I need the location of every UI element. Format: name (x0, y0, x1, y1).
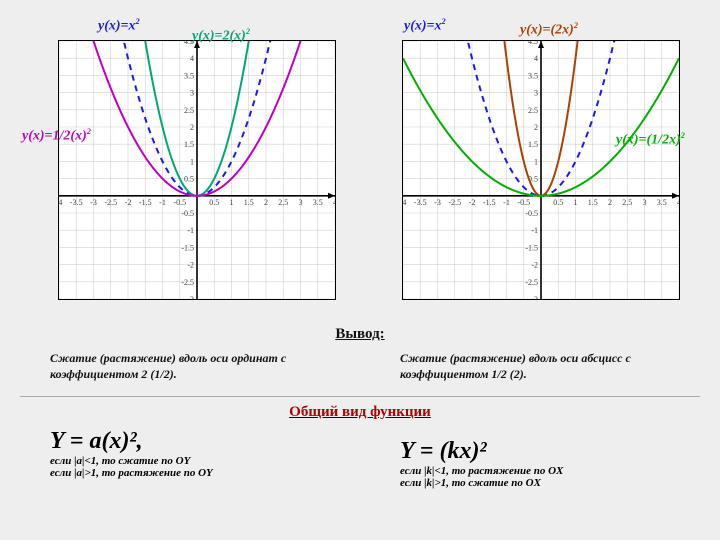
curve-label-halfx2: y(x)=1/2(x)2 (22, 128, 91, 144)
svg-text:1: 1 (230, 198, 234, 207)
svg-text:-3: -3 (434, 198, 441, 207)
svg-text:-2.5: -2.5 (448, 198, 461, 207)
svg-text:-3: -3 (90, 198, 97, 207)
svg-text:2: 2 (190, 123, 194, 132)
formula-right: Y = (kx)² если |k|<1, то растяжение по O… (400, 438, 563, 489)
conclusion-title: Вывод: (0, 326, 720, 343)
svg-text:4.5: 4.5 (528, 40, 538, 46)
right-chart: -4 -3.5 -3 -2.5 -2 -1.5 -1 -0.5 0.5 1 1.5 2 2.5 3 3.5 4… (402, 40, 680, 300)
left-chart: -4 -3.5 -3 -2.5 -2 -1.5 -1 -0.5 0.5 1 1.5 2 2.5 3 3.5 4… (58, 40, 336, 300)
svg-text:-3.5: -3.5 (70, 198, 83, 207)
svg-text:0.5: 0.5 (209, 198, 219, 207)
svg-text:1.5: 1.5 (588, 198, 598, 207)
svg-text:-3: -3 (531, 295, 538, 300)
svg-text:1: 1 (534, 157, 538, 166)
curve-label-2xsq: y(x)=(2x)2 (520, 22, 578, 38)
svg-text:-3.5: -3.5 (414, 198, 427, 207)
svg-text:-1.5: -1.5 (525, 243, 538, 252)
svg-text:3: 3 (534, 89, 538, 98)
curve-label-x2: y(x)=x2 (98, 18, 140, 34)
svg-text:-1: -1 (503, 198, 510, 207)
svg-text:-2.5: -2.5 (525, 278, 538, 287)
svg-text:-3: -3 (187, 295, 194, 300)
svg-text:4: 4 (333, 198, 336, 207)
svg-text:-2.5: -2.5 (181, 278, 194, 287)
svg-text:-2.5: -2.5 (104, 198, 117, 207)
svg-text:1: 1 (574, 198, 578, 207)
divider (20, 396, 700, 397)
svg-text:-1: -1 (187, 226, 194, 235)
svg-text:-1.5: -1.5 (181, 243, 194, 252)
svg-text:2: 2 (264, 198, 268, 207)
conclusion-right-text: Сжатие (растяжение) вдоль оси абсцисс с … (400, 350, 690, 382)
svg-text:-0.5: -0.5 (517, 198, 530, 207)
conclusion-left-text: Сжатие (растяжение) вдоль оси ординат с … (50, 350, 340, 382)
svg-text:-2: -2 (187, 261, 194, 270)
svg-text:3: 3 (643, 198, 647, 207)
svg-text:0.5: 0.5 (184, 175, 194, 184)
svg-text:-4: -4 (402, 198, 406, 207)
curve-label-2x2: y(x)=2(x)2 (192, 28, 250, 44)
svg-text:-1.5: -1.5 (139, 198, 152, 207)
svg-text:-1: -1 (159, 198, 166, 207)
curve-label-halfxsq: y(x)=(1/2x)2 (616, 132, 685, 148)
svg-text:2: 2 (608, 198, 612, 207)
svg-text:1: 1 (190, 157, 194, 166)
svg-text:-0.5: -0.5 (525, 209, 538, 218)
svg-text:3: 3 (190, 89, 194, 98)
curve-label-x2r: y(x)=x2 (404, 18, 446, 34)
svg-text:2.5: 2.5 (278, 198, 288, 207)
svg-text:4: 4 (190, 54, 194, 63)
svg-text:-2: -2 (125, 198, 132, 207)
svg-text:1.5: 1.5 (528, 140, 538, 149)
svg-text:-2: -2 (469, 198, 476, 207)
svg-text:4: 4 (677, 198, 680, 207)
svg-text:2.5: 2.5 (528, 106, 538, 115)
svg-text:0.5: 0.5 (553, 198, 563, 207)
svg-text:3.5: 3.5 (313, 198, 323, 207)
svg-text:2: 2 (534, 123, 538, 132)
svg-text:-1: -1 (531, 226, 538, 235)
svg-text:1.5: 1.5 (184, 140, 194, 149)
svg-text:-2: -2 (531, 261, 538, 270)
svg-text:2.5: 2.5 (622, 198, 632, 207)
svg-text:3.5: 3.5 (184, 71, 194, 80)
svg-text:-1.5: -1.5 (483, 198, 496, 207)
svg-text:3.5: 3.5 (528, 71, 538, 80)
page: { "canvas": { "w": 720, "h": 540, "bg": … (0, 0, 720, 540)
svg-text:3.5: 3.5 (657, 198, 667, 207)
svg-text:1.5: 1.5 (244, 198, 254, 207)
general-title: Общий вид функции (0, 404, 720, 421)
svg-text:-0.5: -0.5 (181, 209, 194, 218)
svg-text:2.5: 2.5 (184, 106, 194, 115)
svg-text:-0.5: -0.5 (173, 198, 186, 207)
svg-text:3: 3 (299, 198, 303, 207)
svg-text:4: 4 (534, 54, 538, 63)
svg-text:-4: -4 (58, 198, 62, 207)
formula-left: Y = a(x)², если |a|<1, то сжатие по OY е… (50, 428, 213, 479)
